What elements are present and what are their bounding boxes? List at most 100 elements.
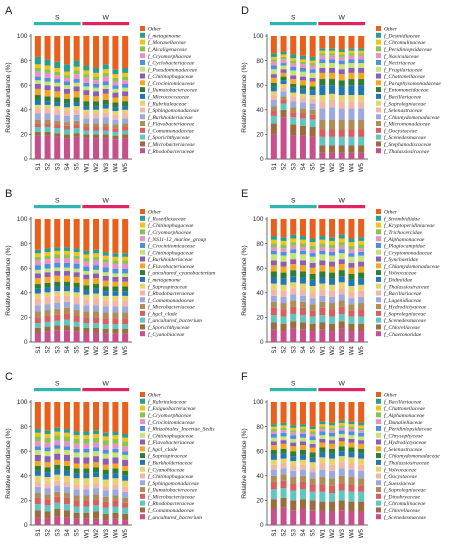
group-label: S xyxy=(291,381,296,388)
bar-segment xyxy=(44,248,51,253)
bar-segment xyxy=(270,489,277,500)
bar-segment xyxy=(309,36,316,57)
bar-segment xyxy=(122,263,129,269)
x-tick-label: S2 xyxy=(45,345,52,353)
x-tick-label: W4 xyxy=(348,162,355,172)
bar-segment xyxy=(270,329,277,342)
bar-segment xyxy=(319,452,326,458)
bar-segment xyxy=(319,469,326,478)
legend-entry: f_metagenome xyxy=(148,32,181,39)
bar-segment xyxy=(122,273,129,277)
bar-segment xyxy=(348,435,355,439)
bar-segment xyxy=(73,252,80,256)
bar-segment xyxy=(319,271,326,278)
bar-segment xyxy=(112,495,119,501)
bar-segment xyxy=(309,323,316,332)
bar-segment xyxy=(338,468,345,476)
panel-letter: D xyxy=(241,5,249,17)
bar-segment xyxy=(309,510,316,525)
bar-segment xyxy=(34,269,41,274)
bar-segment xyxy=(93,80,100,84)
bar-segment xyxy=(63,325,70,331)
bar-segment xyxy=(299,283,306,290)
bar-segment xyxy=(290,66,297,71)
x-tick-label: S5 xyxy=(310,345,317,353)
bar-segment xyxy=(122,281,129,287)
bar-segment xyxy=(93,483,100,489)
bar-segment xyxy=(54,67,61,72)
bar-segment xyxy=(112,473,119,479)
bar-segment xyxy=(44,315,51,322)
bar-segment xyxy=(329,55,336,60)
bar-segment xyxy=(83,77,90,83)
x-tick-label: W2 xyxy=(93,345,100,355)
bar-segment xyxy=(63,122,70,126)
x-tick-label: W2 xyxy=(93,528,100,538)
bar-segment xyxy=(63,319,70,326)
bar-segment xyxy=(280,480,287,489)
bar-segment xyxy=(329,59,336,64)
bar-segment xyxy=(329,219,336,238)
bar-segment xyxy=(102,333,109,342)
bar-segment xyxy=(309,249,316,254)
y-tick-label: 0 xyxy=(260,339,264,346)
bar-segment xyxy=(44,113,51,120)
bar-segment xyxy=(63,36,70,65)
legend-swatch xyxy=(376,53,381,59)
group-bar-S xyxy=(269,22,317,26)
bar-segment xyxy=(309,219,316,239)
bar-segment xyxy=(34,332,41,342)
group-label: S xyxy=(55,198,60,205)
bar-segment xyxy=(122,312,129,319)
bar-segment xyxy=(112,306,119,313)
bar-segment xyxy=(338,136,345,146)
bar-segment xyxy=(73,452,80,458)
y-tick-label: 20 xyxy=(256,315,264,322)
bar-segment xyxy=(280,443,287,449)
bar-segment xyxy=(329,464,336,471)
legend-swatch xyxy=(140,480,145,486)
bar-segment xyxy=(319,463,326,470)
bar-segment xyxy=(44,433,51,438)
bar-segment xyxy=(329,119,336,130)
group-label: S xyxy=(291,15,296,22)
legend-entry: f_Cyanobiaceae xyxy=(148,466,185,473)
bar-segment xyxy=(93,456,100,463)
bar-segment xyxy=(112,484,119,490)
bar-segment xyxy=(63,446,70,450)
legend-entry: f_NS11-12_marine_group xyxy=(148,236,206,243)
legend-entry: f_Cryomorphaceae xyxy=(148,412,192,419)
legend-entry: f_Crocinitomicaceae xyxy=(148,419,195,426)
bar-segment xyxy=(34,265,41,270)
bar-segment xyxy=(34,71,41,77)
bar-segment xyxy=(319,315,326,323)
legend-entry: f_Chitinophagaceae xyxy=(148,249,194,256)
bar-segment xyxy=(280,83,287,88)
legend-entry: f_Stephanodiscaceae xyxy=(384,141,432,148)
bar-segment xyxy=(280,290,287,297)
bar-segment xyxy=(54,402,61,428)
bar-segment xyxy=(102,312,109,319)
x-tick-label: W3 xyxy=(103,528,110,538)
bar-segment xyxy=(338,69,345,75)
bar-segment xyxy=(338,300,345,307)
bar-segment xyxy=(309,457,316,463)
bar-segment xyxy=(112,131,119,136)
bar-segment xyxy=(338,420,345,423)
bar-segment xyxy=(44,451,51,457)
legend-entry: f_Crocinitomicaceae xyxy=(148,243,195,250)
bar-segment xyxy=(122,318,129,325)
group-label: W xyxy=(103,198,110,205)
bar-segment xyxy=(44,268,51,273)
bar-segment xyxy=(290,83,297,88)
bar-segment xyxy=(102,474,109,480)
bar-segment xyxy=(290,60,297,64)
bar-segment xyxy=(102,259,109,263)
legend-swatch xyxy=(376,276,381,282)
legend-entry: f_Scenedesmaceae xyxy=(384,317,426,324)
y-axis-label: Relative abundance (%) xyxy=(5,245,12,315)
legend-entry: f_metagenome xyxy=(148,276,181,283)
bar-segment xyxy=(73,128,80,134)
legend-swatch xyxy=(376,439,381,445)
